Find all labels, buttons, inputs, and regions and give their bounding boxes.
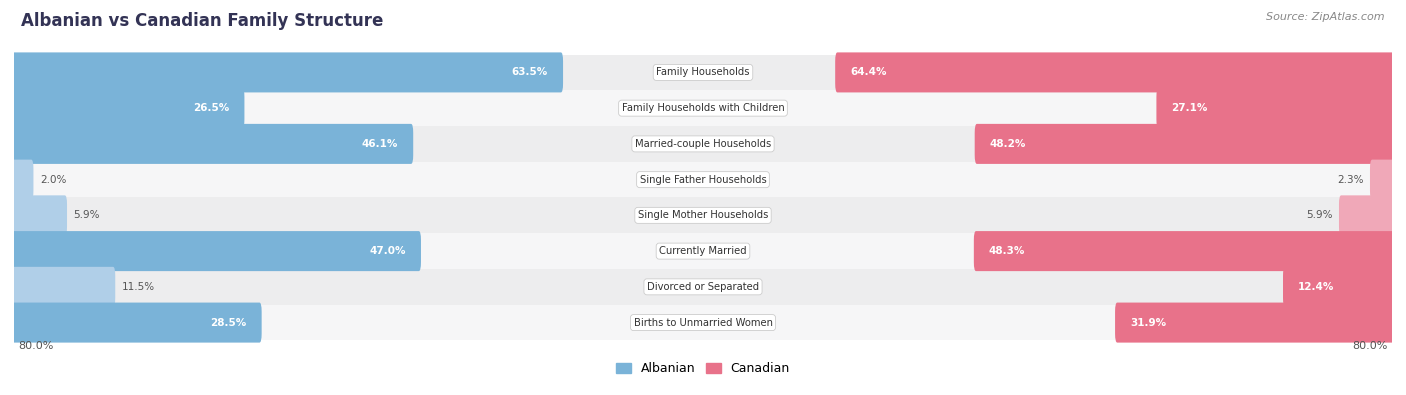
FancyBboxPatch shape (835, 53, 1395, 92)
Text: Married-couple Households: Married-couple Households (636, 139, 770, 149)
Text: 48.3%: 48.3% (988, 246, 1025, 256)
FancyBboxPatch shape (11, 160, 34, 199)
FancyBboxPatch shape (14, 269, 1392, 305)
Text: 5.9%: 5.9% (73, 211, 100, 220)
FancyBboxPatch shape (11, 88, 245, 128)
FancyBboxPatch shape (1284, 267, 1395, 307)
FancyBboxPatch shape (11, 267, 115, 307)
FancyBboxPatch shape (14, 162, 1392, 198)
Text: Albanian vs Canadian Family Structure: Albanian vs Canadian Family Structure (21, 12, 384, 30)
Text: 11.5%: 11.5% (122, 282, 155, 292)
Text: Currently Married: Currently Married (659, 246, 747, 256)
FancyBboxPatch shape (14, 305, 1392, 340)
Text: 80.0%: 80.0% (1353, 341, 1388, 351)
Text: 63.5%: 63.5% (512, 68, 548, 77)
Text: 27.1%: 27.1% (1171, 103, 1208, 113)
Text: 26.5%: 26.5% (193, 103, 229, 113)
Text: Divorced or Separated: Divorced or Separated (647, 282, 759, 292)
Text: 31.9%: 31.9% (1130, 318, 1166, 327)
FancyBboxPatch shape (14, 90, 1392, 126)
FancyBboxPatch shape (974, 124, 1395, 164)
Text: 2.3%: 2.3% (1337, 175, 1364, 184)
FancyBboxPatch shape (14, 233, 1392, 269)
Text: Births to Unmarried Women: Births to Unmarried Women (634, 318, 772, 327)
Text: Source: ZipAtlas.com: Source: ZipAtlas.com (1267, 12, 1385, 22)
Text: 47.0%: 47.0% (370, 246, 406, 256)
FancyBboxPatch shape (1115, 303, 1395, 342)
Text: 48.2%: 48.2% (990, 139, 1026, 149)
FancyBboxPatch shape (11, 196, 67, 235)
FancyBboxPatch shape (11, 53, 562, 92)
FancyBboxPatch shape (11, 231, 420, 271)
FancyBboxPatch shape (1156, 88, 1395, 128)
FancyBboxPatch shape (974, 231, 1395, 271)
Text: 5.9%: 5.9% (1306, 211, 1333, 220)
Text: Family Households with Children: Family Households with Children (621, 103, 785, 113)
Text: Single Father Households: Single Father Households (640, 175, 766, 184)
FancyBboxPatch shape (14, 55, 1392, 90)
Text: 28.5%: 28.5% (211, 318, 246, 327)
Text: 80.0%: 80.0% (18, 341, 53, 351)
Text: 12.4%: 12.4% (1298, 282, 1334, 292)
FancyBboxPatch shape (1369, 160, 1395, 199)
Text: 46.1%: 46.1% (361, 139, 398, 149)
FancyBboxPatch shape (1339, 196, 1395, 235)
FancyBboxPatch shape (14, 198, 1392, 233)
Text: Family Households: Family Households (657, 68, 749, 77)
Text: Single Mother Households: Single Mother Households (638, 211, 768, 220)
Text: 2.0%: 2.0% (39, 175, 66, 184)
Text: 64.4%: 64.4% (851, 68, 887, 77)
FancyBboxPatch shape (11, 124, 413, 164)
FancyBboxPatch shape (11, 303, 262, 342)
FancyBboxPatch shape (14, 126, 1392, 162)
Legend: Albanian, Canadian: Albanian, Canadian (612, 357, 794, 380)
